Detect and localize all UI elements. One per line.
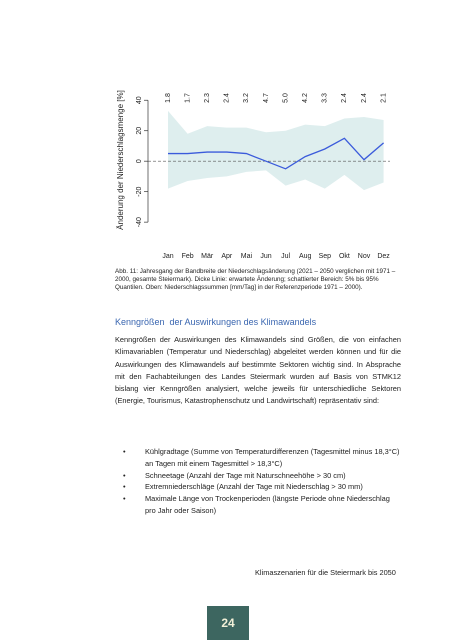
bullet-list: Kühlgradtage (Summe von Temperaturdiffer…	[115, 446, 401, 517]
reference-precip-label: 2.4	[361, 93, 368, 103]
y-axis-label: Änderung der Niederschlagsmenge [%]	[116, 90, 125, 230]
y-tick-label: -40	[136, 217, 143, 227]
paragraph: Kenngrößen der Auswirkungen des Klimawan…	[115, 335, 401, 406]
x-tick-label: Jun	[260, 253, 271, 260]
reference-precip-label: 2.1	[380, 93, 387, 103]
reference-precip-label: 3.3	[322, 93, 329, 103]
x-tick-label: Jan	[162, 253, 173, 260]
reference-precip-label: 1.7	[184, 93, 191, 103]
x-tick-label: Okt	[339, 253, 350, 260]
y-tick-label: 0	[136, 159, 143, 163]
x-tick-label: Feb	[182, 253, 194, 260]
reference-precip-label: 5.0	[282, 93, 289, 103]
footer: Klimaszenarien für die Steiermark bis 20…	[255, 568, 396, 577]
caption: Abb. 11: Jahresgang der Bandbreite der N…	[115, 268, 396, 291]
section-heading: Kenngrößen der Auswirkungen des Klimawan…	[115, 317, 317, 327]
reference-precip-label: 4.7	[263, 93, 270, 103]
y-tick-label: 40	[136, 96, 143, 104]
x-tick-label: Nov	[358, 253, 371, 260]
x-tick-label: Jul	[281, 253, 290, 260]
bullet: Kühlgradtage (Summe von Temperaturdiffer…	[115, 446, 401, 470]
chart: -40 -20 0 20 40 Änderung der Niederschlagsmen…	[116, 90, 390, 260]
x-tick-label: Sep	[319, 253, 332, 260]
x-tick-label: Dez	[377, 253, 390, 260]
x-tick-label: Mai	[241, 253, 253, 260]
reference-precip-label: 3.2	[243, 93, 250, 103]
x-tick-label: Aug	[299, 253, 312, 260]
page-number: 24	[207, 606, 249, 640]
reference-precip-label: 4.2	[302, 93, 309, 103]
bullet: Extremniederschläge (Anzahl der Tage mit…	[115, 481, 401, 493]
x-tick-label: Mär	[201, 253, 214, 260]
x-tick-label: Apr	[221, 253, 233, 260]
bullet: Maximale Länge von Trockenperioden (läng…	[115, 493, 401, 517]
quantile-band	[168, 110, 384, 191]
reference-precip-label: 2.4	[224, 93, 231, 103]
reference-precip-label: 2.3	[204, 93, 211, 103]
y-tick-label: 20	[136, 127, 143, 135]
median-line	[168, 137, 385, 170]
bullet: Schneetage (Anzahl der Tage mit Natursch…	[115, 470, 401, 482]
reference-precip-label: 2.4	[341, 93, 348, 103]
y-tick-label: -20	[136, 187, 143, 197]
reference-precip-label: 1.8	[165, 93, 172, 103]
